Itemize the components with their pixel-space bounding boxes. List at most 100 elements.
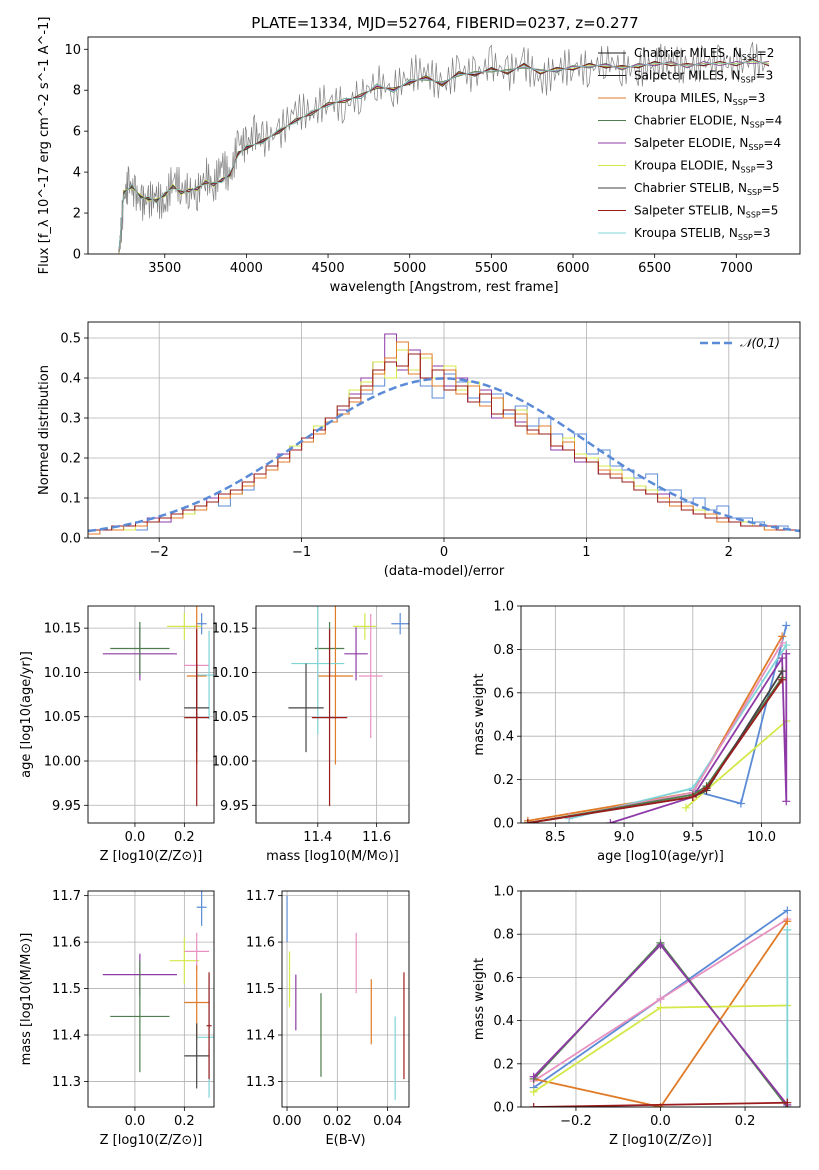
mass-weight-line [568,644,788,820]
plus-marker [782,649,791,658]
plus-marker [782,621,791,630]
y-tick-label: 0.8 [493,643,514,658]
x-tick-label: 5500 [475,261,508,276]
plus-marker [778,638,787,647]
x-tick-label: 9.5 [682,830,703,845]
y-tick-label: 0.2 [493,1057,514,1072]
spectrum-model-line [118,58,770,253]
plus-marker [656,1003,665,1012]
legend-entry: Salpeter ELODIE, NSSP=4 [634,136,781,152]
y-tick-label: 9.95 [220,799,249,814]
plus-marker [688,792,697,801]
figure-title: PLATE=1334, MJD=52764, FIBERID=0237, z=0… [251,14,638,32]
y-tick-label: 11.4 [52,1029,81,1044]
plus-marker [782,797,791,806]
panel-age-vs-Z: 0.0 0.2 9.95 10.00 10.05 10.10 10.15 Z [log10(Z… [19,605,215,864]
x-tick-label: 0 [440,545,448,560]
spectrum-model-line [118,58,770,251]
mass-weight-line [685,720,787,809]
y-tick-label: 11.5 [246,982,275,997]
x-tick-label: 9.0 [614,830,635,845]
spectrum-data-line [118,41,768,253]
legend-entry: Chabrier STELIB, NSSP=5 [634,181,780,197]
y-tick-label: 10 [64,43,81,58]
plus-marker [656,995,665,1003]
plus-marker [783,1098,792,1107]
y-tick-label: 10.00 [212,755,249,770]
y-tick-label: 11.3 [52,1075,81,1090]
mass-weight-line [527,679,783,823]
x-tick-label: 4000 [230,261,263,276]
plot-area [286,895,405,1101]
plot-area [288,606,409,807]
axes-frame [87,890,215,1108]
x-tick-label: 4500 [312,261,345,276]
plus-marker [681,803,690,812]
plus-marker [736,799,745,808]
y-tick-label: 9.95 [52,799,81,814]
legend-entry: 𝒩(0,1) [740,336,780,350]
x-tick-label: −1 [292,545,311,560]
x-tick-label: 1 [582,545,590,560]
plus-marker [523,819,532,823]
x-tick-label: 11.4 [303,830,332,845]
plot-area [102,606,214,807]
x-tick-label: 0.0 [650,1114,671,1129]
plus-marker [529,1103,538,1107]
plot-area [88,333,800,535]
y-tick-label: 0.4 [493,730,514,745]
y-axis-label: age [log10(age/yr)] [19,651,34,778]
y-tick-label: 4 [73,166,81,181]
y-axis-label: Normed distribution [37,365,52,495]
legend-entry: Chabrier ELODIE, NSSP=4 [634,114,782,130]
plus-marker [606,819,615,823]
y-tick-label: 11.6 [52,936,81,951]
y-tick-label: 0.0 [493,1101,514,1116]
x-tick-label: −0.2 [560,1114,592,1129]
mass-weight-line [527,677,783,823]
x-tick-label: 6500 [638,261,671,276]
x-tick-label: 0.0 [125,1114,146,1129]
axes-frame [281,890,410,1108]
spectrum-model-line [118,60,770,252]
panel-spectrum: 3500 4000 4500 5000 5500 6000 6500 7000 0 2 4 6 8 10 w… [37,17,801,295]
y-tick-label: 10.10 [44,666,81,681]
plot-area [523,621,791,823]
spectrum-model-line [118,61,770,250]
panel-mass-vs-EBV: 0.00 0.02 0.04 11.3 11.4 11.5 11.6 11.7 E(B-V) [246,889,410,1148]
y-tick-label: 0.8 [493,928,514,943]
y-tick-label: 6 [73,125,81,140]
x-tick-label: 6000 [556,261,589,276]
plus-marker [702,784,711,793]
x-axis-label: wavelength [Angstrom, rest frame] [330,280,559,295]
y-tick-label: 0.4 [60,372,81,387]
y-tick-label: 8 [73,84,81,99]
x-tick-label: −2 [150,545,169,560]
plus-marker [782,641,791,650]
x-tick-label: 0.2 [174,1114,195,1129]
x-tick-label: 0.2 [174,830,195,845]
y-tick-label: 11.5 [52,982,81,997]
normal-curve [88,377,800,533]
mass-weight-line [568,642,783,818]
spectrum-model-line [118,61,770,254]
y-tick-label: 0.0 [60,532,81,547]
y-tick-label: 10.15 [44,622,81,637]
x-tick-label: 0.02 [323,1114,352,1129]
y-tick-label: 0.6 [493,686,514,701]
legend-entry: Kroupa MILES, NSSP=3 [634,91,765,107]
plus-marker [529,1072,538,1081]
x-axis-label: E(B-V) [325,1133,365,1148]
panel-mass-weight-vs-age: 8.5 9.0 9.5 10.0 0.0 0.2 0.4 0.6 0.8 1.0 age [log1… [472,600,801,864]
y-tick-label: 11.3 [246,1075,275,1090]
axes-frame [520,605,801,824]
y-tick-label: 0.6 [493,971,514,986]
x-tick-label: 5000 [393,261,426,276]
legend-entry: Salpeter MILES, NSSP=3 [634,69,773,85]
y-tick-label: 10.15 [212,622,249,637]
spectrum-model-line [118,59,770,253]
y-tick-label: 2 [73,207,81,222]
axes-frame [255,605,410,824]
x-tick-label: 3500 [148,261,181,276]
y-tick-label: 11.6 [246,936,275,951]
